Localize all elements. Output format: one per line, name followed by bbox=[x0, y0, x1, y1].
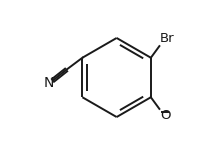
Text: O: O bbox=[160, 109, 171, 122]
Text: Br: Br bbox=[160, 32, 175, 45]
Text: N: N bbox=[43, 76, 54, 90]
